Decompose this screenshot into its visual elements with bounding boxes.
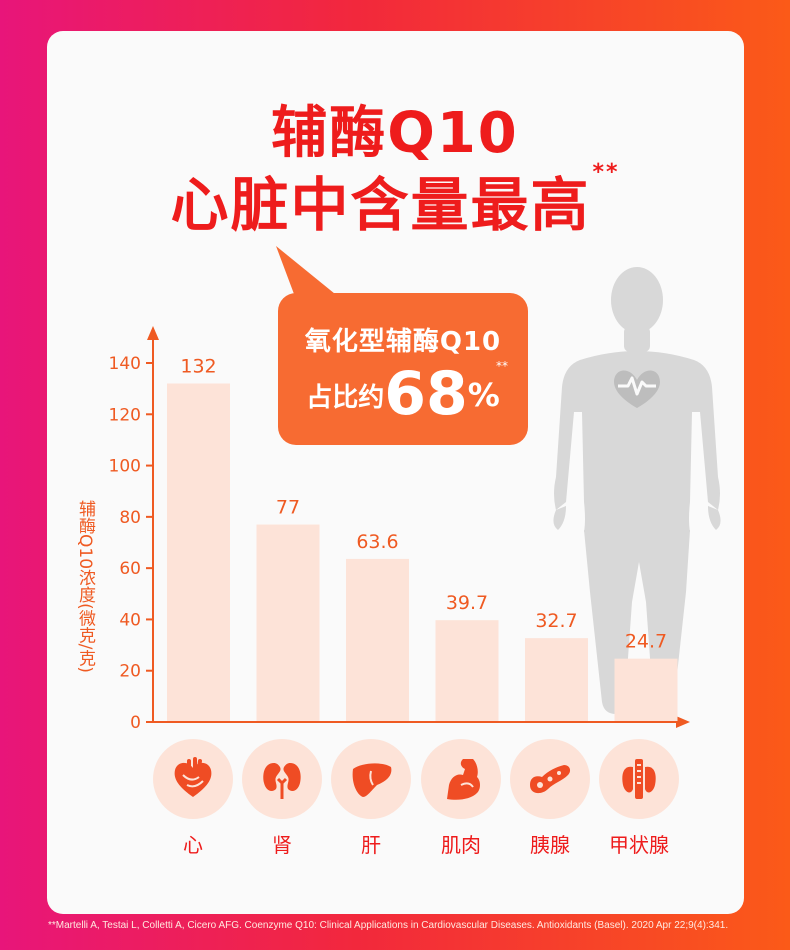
y-tick-label: 80 — [119, 508, 141, 528]
muscle-icon — [421, 739, 501, 819]
bar-0 — [167, 383, 230, 721]
bar-value-label: 32.7 — [535, 610, 577, 632]
organ-label-heart: 心 — [183, 833, 203, 857]
y-tick-label: 20 — [119, 662, 141, 682]
y-tick-label: 100 — [109, 457, 141, 477]
y-axis-arrow — [147, 326, 159, 340]
bar-2 — [346, 558, 409, 721]
bar-value-label: 39.7 — [446, 592, 488, 614]
organ-label-thyroid: 甲状腺 — [609, 833, 669, 857]
callout-value: 68 — [384, 359, 468, 429]
kidney-icon — [242, 739, 322, 819]
y-tick-label: 120 — [109, 405, 141, 425]
bar-value-label: 132 — [180, 356, 216, 378]
callout-line-1: 氧化型辅酶Q10 — [304, 327, 502, 357]
bar-1 — [256, 524, 320, 721]
organ-label-liver: 肝 — [361, 833, 381, 857]
callout-line-2: 占比约68% — [306, 359, 500, 429]
heart-ecg-icon — [614, 370, 660, 408]
heart-icon — [153, 739, 233, 819]
y-tick-label: 40 — [119, 610, 141, 630]
x-axis-arrow — [676, 716, 690, 728]
bar-value-label: 77 — [276, 497, 300, 519]
callout-footnote-mark: ** — [496, 359, 508, 373]
human-body-silhouette — [553, 267, 721, 714]
y-tick-label: 140 — [109, 354, 141, 374]
title-line-2: 心脏中含量最高** — [170, 159, 620, 239]
callout-bubble: 氧化型辅酶Q10 占比约68% ** — [278, 293, 528, 445]
reference-footnote: **Martelli A, Testai L, Colletti A, Cice… — [48, 920, 729, 931]
y-tick-label: 60 — [119, 559, 141, 579]
pancreas-icon — [510, 739, 590, 819]
bar-5 — [614, 658, 678, 721]
bar-value-label: 63.6 — [356, 531, 398, 553]
bar-value-label: 24.7 — [625, 631, 667, 653]
bar-4 — [525, 638, 588, 721]
thyroid-icon — [599, 739, 679, 819]
y-axis-label: 辅酶Q10浓度(微克/克) — [75, 500, 95, 674]
title-line-1: 辅酶Q10 — [271, 101, 519, 166]
bar-3 — [435, 620, 499, 721]
organ-label-muscle: 肌肉 — [441, 833, 481, 857]
organ-label-pancreas: 胰腺 — [530, 833, 570, 857]
organ-label-kidney: 肾 — [272, 833, 292, 857]
liver-icon — [331, 739, 411, 819]
title-footnote-mark: ** — [592, 159, 620, 185]
y-tick-label: 0 — [130, 713, 141, 733]
